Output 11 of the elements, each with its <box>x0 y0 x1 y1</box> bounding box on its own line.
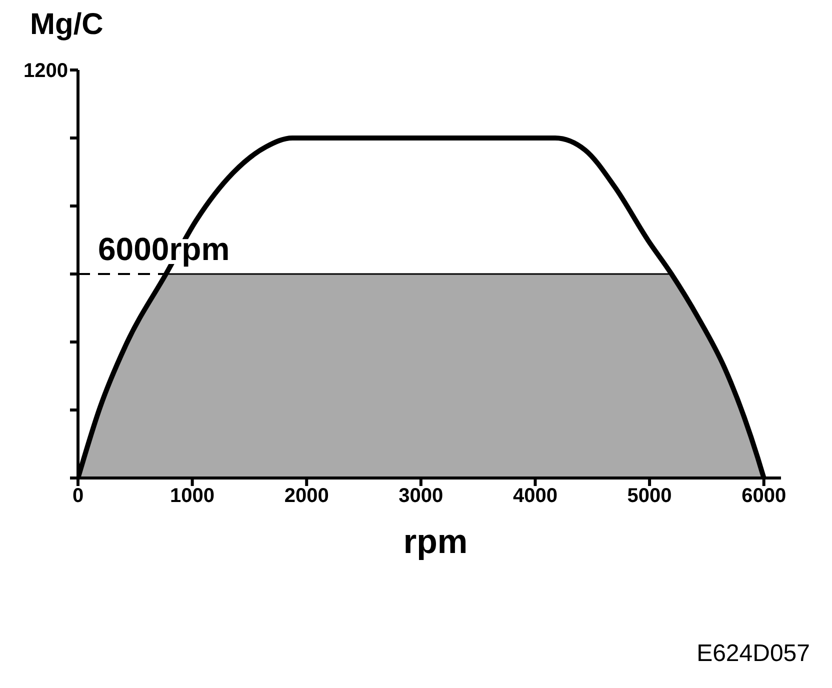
y-tick-label: 1200 <box>24 60 68 82</box>
x-tick-label: 0 <box>72 485 84 508</box>
x-tick-label: 1000 <box>170 485 215 508</box>
x-tick-label: 3000 <box>398 485 444 508</box>
x-tick-label: 4000 <box>512 485 558 508</box>
text: E624D057 <box>696 640 810 668</box>
x-tick-label: 6000 <box>742 485 786 508</box>
x-axis-title: rpm <box>402 523 469 562</box>
y-axis-title: Mg/C <box>30 8 104 42</box>
x-tick-label: 2000 <box>284 485 329 508</box>
x-tick-label: 5000 <box>627 485 672 508</box>
